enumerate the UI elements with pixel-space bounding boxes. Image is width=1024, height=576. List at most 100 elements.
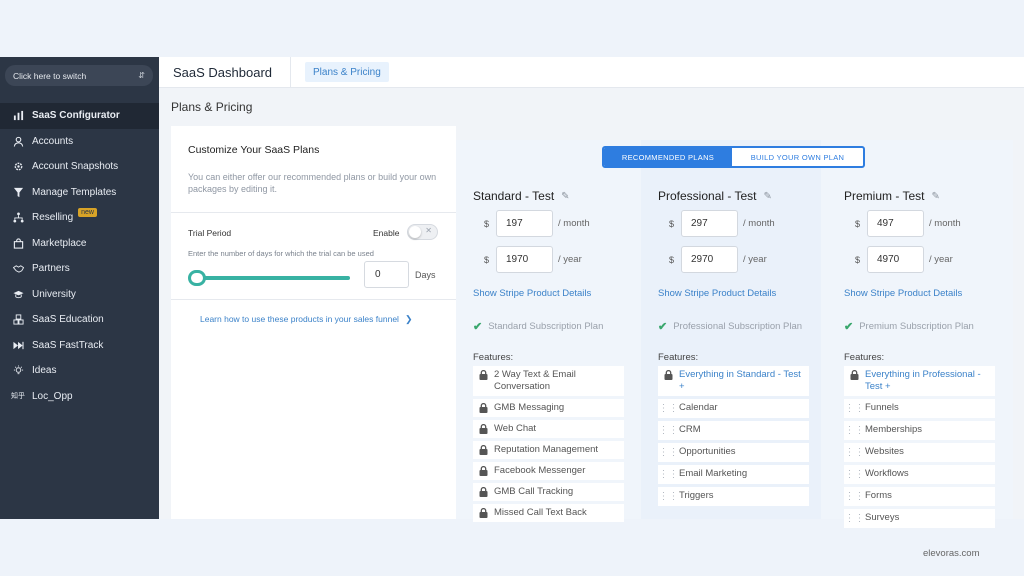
- feature-item[interactable]: ⋮⋮ Email Marketing: [658, 465, 809, 484]
- sitemap-icon: [11, 212, 25, 224]
- feature-item[interactable]: ⋮⋮ Triggers: [658, 487, 809, 506]
- sidebar-item-partners[interactable]: Partners: [0, 256, 159, 282]
- trial-days-slider-handle[interactable]: [188, 270, 206, 286]
- sidebar-item-university[interactable]: University: [0, 282, 159, 308]
- settings-card: Customize Your SaaS Plans You can either…: [171, 126, 456, 519]
- show-stripe-details-link[interactable]: Show Stripe Product Details: [473, 288, 592, 299]
- sidebar-item-ideas[interactable]: Ideas: [0, 358, 159, 384]
- tab-plans-pricing[interactable]: Plans & Pricing: [305, 62, 389, 82]
- lock-icon: [477, 465, 490, 476]
- plan-title: Professional - Test: [658, 189, 757, 203]
- feature-label: Funnels: [865, 402, 899, 413]
- trial-days-input[interactable]: 0: [364, 261, 409, 288]
- yearly-price-input[interactable]: 2970: [681, 246, 738, 273]
- feature-label: Triggers: [679, 490, 714, 501]
- feature-label: Calendar: [679, 402, 718, 413]
- feature-label: Reputation Management: [494, 444, 599, 455]
- sidebar-item-saas-education[interactable]: SaaS Education: [0, 307, 159, 333]
- build-own-plan-button[interactable]: BUILD YOUR OWN PLAN: [750, 152, 845, 162]
- plan-column: Professional - Test ✎ $297 / month $2970 / ye…: [641, 140, 821, 519]
- edit-pencil-icon[interactable]: ✎: [561, 190, 570, 202]
- sidebar-item-manage-templates[interactable]: Manage Templates: [0, 180, 159, 206]
- feature-item[interactable]: ⋮⋮ Funnels: [844, 399, 995, 418]
- drag-handle-icon[interactable]: ⋮⋮: [658, 491, 679, 502]
- monthly-price-input[interactable]: 197: [496, 210, 553, 237]
- icon-glyph: 知乎: [11, 393, 25, 401]
- edit-pencil-icon[interactable]: ✎: [763, 190, 772, 202]
- user-icon: [11, 135, 25, 147]
- lock-icon: [477, 507, 490, 518]
- feature-item[interactable]: ⋮⋮ CRM: [658, 421, 809, 440]
- feature-item: 2 Way Text & Email Conversation: [473, 366, 624, 396]
- plans-panel: Standard - Test ✎ $197 / month $1970 / year Sh…: [456, 140, 1013, 528]
- lightbulb-icon: [11, 365, 25, 377]
- bar-chart-icon: [11, 110, 25, 122]
- sidebar-item-loc-opp[interactable]: 知乎 Loc_Opp: [0, 384, 159, 410]
- show-stripe-details-link[interactable]: Show Stripe Product Details: [844, 288, 963, 299]
- handshake-icon: [11, 263, 25, 275]
- check-icon: ✔: [844, 321, 854, 333]
- feature-label: GMB Messaging: [494, 402, 565, 413]
- yearly-price-row: $1970 / year: [473, 246, 582, 273]
- sidebar-item-reselling[interactable]: Reselling new: [0, 205, 159, 231]
- sidebar-item-label: SaaS FastTrack: [32, 339, 104, 351]
- trial-days-slider-track[interactable]: [194, 276, 350, 280]
- feature-label: Websites: [865, 446, 904, 457]
- drag-handle-icon[interactable]: ⋮⋮: [844, 491, 865, 502]
- feature-item[interactable]: ⋮⋮ Websites: [844, 443, 995, 462]
- text-glyph-icon: 知乎: [11, 390, 25, 402]
- feature-item[interactable]: ⋮⋮ Surveys: [844, 509, 995, 528]
- drag-handle-icon[interactable]: ⋮⋮: [844, 513, 865, 524]
- feature-label: Web Chat: [494, 423, 537, 434]
- settings-heading: Customize Your SaaS Plans: [188, 144, 320, 156]
- trial-enable-toggle[interactable]: ✕: [407, 224, 438, 240]
- sidebar-item-account-snapshots[interactable]: Account Snapshots: [0, 154, 159, 180]
- yearly-price-input[interactable]: 4970: [867, 246, 924, 273]
- page-title: Plans & Pricing: [171, 100, 253, 114]
- feature-item[interactable]: ⋮⋮ Memberships: [844, 421, 995, 440]
- monthly-price-input[interactable]: 297: [681, 210, 738, 237]
- app-window: Click here to switch ⇵ SaaS Configurator…: [0, 57, 1024, 528]
- sidebar: Click here to switch ⇵ SaaS Configurator…: [0, 57, 159, 519]
- feature-item: GMB Call Tracking: [473, 483, 624, 501]
- feature-list: Everything in Standard - Test + ⋮⋮ Calenda…: [658, 366, 809, 509]
- sidebar-nav: SaaS Configurator Accounts Account Snapsho…: [0, 103, 159, 409]
- sidebar-item-saas-configurator[interactable]: SaaS Configurator: [0, 103, 159, 129]
- drag-handle-icon[interactable]: ⋮⋮: [844, 425, 865, 436]
- drag-handle-icon[interactable]: ⋮⋮: [658, 447, 679, 458]
- drag-handle-icon[interactable]: ⋮⋮: [844, 403, 865, 414]
- yearly-price-input[interactable]: 1970: [496, 246, 553, 273]
- feature-item[interactable]: ⋮⋮ Opportunities: [658, 443, 809, 462]
- drag-handle-icon[interactable]: ⋮⋮: [658, 469, 679, 480]
- per-year-label: / year: [743, 254, 767, 265]
- drag-handle-icon[interactable]: ⋮⋮: [658, 403, 679, 414]
- sidebar-item-marketplace[interactable]: Marketplace: [0, 231, 159, 257]
- feature-label: Everything in Professional - Test +: [865, 369, 981, 392]
- feature-item[interactable]: ⋮⋮ Forms: [844, 487, 995, 506]
- drag-handle-icon[interactable]: ⋮⋮: [658, 425, 679, 436]
- sidebar-item-label: University: [32, 288, 76, 300]
- days-label: Days: [415, 270, 436, 280]
- drag-handle-icon[interactable]: ⋮⋮: [844, 469, 865, 480]
- feature-item[interactable]: ⋮⋮ Calendar: [658, 399, 809, 418]
- edit-pencil-icon[interactable]: ✎: [931, 190, 940, 202]
- lock-icon: [477, 402, 490, 413]
- feature-item[interactable]: ⋮⋮ Workflows: [844, 465, 995, 484]
- drag-handle-icon[interactable]: ⋮⋮: [844, 447, 865, 458]
- show-stripe-details-link[interactable]: Show Stripe Product Details: [658, 288, 777, 299]
- monthly-price-row: $497 / month: [844, 210, 961, 237]
- monthly-price-input[interactable]: 497: [867, 210, 924, 237]
- recommended-plans-button[interactable]: RECOMMENDED PLANS: [604, 148, 732, 166]
- feature-label: Surveys: [865, 512, 900, 523]
- lock-icon: [477, 444, 490, 455]
- feature-list: 2 Way Text & Email Conversation GMB Messa…: [473, 366, 624, 525]
- plan-name: Professional - Test ✎: [658, 189, 772, 203]
- learn-sales-funnel-link[interactable]: Learn how to use these products in your …: [200, 314, 412, 325]
- sidebar-item-accounts[interactable]: Accounts: [0, 129, 159, 155]
- currency-symbol: $: [669, 254, 675, 265]
- feature-label: Opportunities: [679, 446, 736, 457]
- feature-label: Forms: [865, 490, 892, 501]
- sidebar-item-saas-fasttrack[interactable]: SaaS FastTrack: [0, 333, 159, 359]
- plan-column: Premium - Test ✎ $497 / month $4970 / year Sho…: [827, 140, 1007, 528]
- account-switcher[interactable]: Click here to switch ⇵: [5, 65, 153, 86]
